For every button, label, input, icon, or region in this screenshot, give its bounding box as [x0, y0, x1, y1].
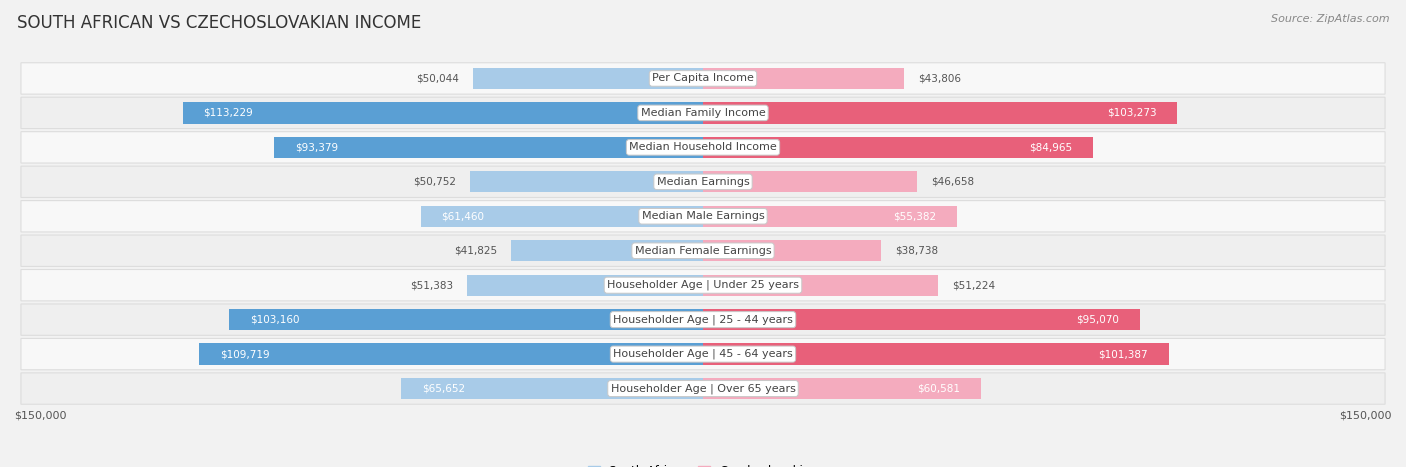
Text: $61,460: $61,460	[441, 211, 485, 221]
Text: $50,752: $50,752	[413, 177, 456, 187]
Text: $103,160: $103,160	[250, 315, 299, 325]
Text: $93,379: $93,379	[295, 142, 337, 152]
Text: Median Earnings: Median Earnings	[657, 177, 749, 187]
FancyBboxPatch shape	[21, 166, 1385, 198]
Bar	[420, 205, 703, 227]
Text: $65,652: $65,652	[422, 383, 465, 394]
Bar	[703, 205, 957, 227]
FancyBboxPatch shape	[21, 339, 1385, 370]
Text: $55,382: $55,382	[894, 211, 936, 221]
Text: $150,000: $150,000	[1340, 411, 1392, 421]
Bar	[703, 137, 1094, 158]
Text: Householder Age | Over 65 years: Householder Age | Over 65 years	[610, 383, 796, 394]
Text: Source: ZipAtlas.com: Source: ZipAtlas.com	[1271, 14, 1389, 24]
Bar	[703, 171, 917, 192]
Text: $150,000: $150,000	[14, 411, 66, 421]
Text: $60,581: $60,581	[918, 383, 960, 394]
Bar	[402, 378, 703, 399]
Bar	[703, 240, 882, 262]
Text: Median Female Earnings: Median Female Earnings	[634, 246, 772, 256]
Text: $101,387: $101,387	[1098, 349, 1147, 359]
Bar	[703, 275, 938, 296]
FancyBboxPatch shape	[21, 304, 1385, 335]
Bar	[703, 68, 904, 89]
Text: $51,383: $51,383	[411, 280, 453, 290]
Text: $46,658: $46,658	[931, 177, 974, 187]
Text: $109,719: $109,719	[219, 349, 270, 359]
Bar	[703, 102, 1177, 124]
FancyBboxPatch shape	[21, 235, 1385, 266]
Bar	[274, 137, 703, 158]
Bar	[703, 309, 1140, 330]
Text: $41,825: $41,825	[454, 246, 498, 256]
Bar	[229, 309, 703, 330]
Text: $84,965: $84,965	[1029, 142, 1073, 152]
Bar	[474, 68, 703, 89]
Bar	[200, 343, 703, 365]
Text: Median Male Earnings: Median Male Earnings	[641, 211, 765, 221]
Bar	[703, 343, 1168, 365]
FancyBboxPatch shape	[21, 132, 1385, 163]
FancyBboxPatch shape	[21, 97, 1385, 128]
Text: $95,070: $95,070	[1076, 315, 1119, 325]
Text: $38,738: $38,738	[894, 246, 938, 256]
Bar	[703, 378, 981, 399]
Legend: South African, Czechoslovakian: South African, Czechoslovakian	[583, 460, 823, 467]
Bar	[470, 171, 703, 192]
Text: $50,044: $50,044	[416, 73, 460, 84]
Text: Householder Age | 25 - 44 years: Householder Age | 25 - 44 years	[613, 314, 793, 325]
Text: $51,224: $51,224	[952, 280, 995, 290]
Text: Median Household Income: Median Household Income	[628, 142, 778, 152]
Text: Per Capita Income: Per Capita Income	[652, 73, 754, 84]
Bar	[510, 240, 703, 262]
Bar	[183, 102, 703, 124]
Text: Median Family Income: Median Family Income	[641, 108, 765, 118]
Text: Householder Age | 45 - 64 years: Householder Age | 45 - 64 years	[613, 349, 793, 359]
Text: Householder Age | Under 25 years: Householder Age | Under 25 years	[607, 280, 799, 290]
Text: $113,229: $113,229	[204, 108, 253, 118]
Text: $103,273: $103,273	[1107, 108, 1157, 118]
Text: $43,806: $43,806	[918, 73, 960, 84]
FancyBboxPatch shape	[21, 269, 1385, 301]
Text: SOUTH AFRICAN VS CZECHOSLOVAKIAN INCOME: SOUTH AFRICAN VS CZECHOSLOVAKIAN INCOME	[17, 14, 422, 32]
Bar	[467, 275, 703, 296]
FancyBboxPatch shape	[21, 201, 1385, 232]
FancyBboxPatch shape	[21, 63, 1385, 94]
FancyBboxPatch shape	[21, 373, 1385, 404]
